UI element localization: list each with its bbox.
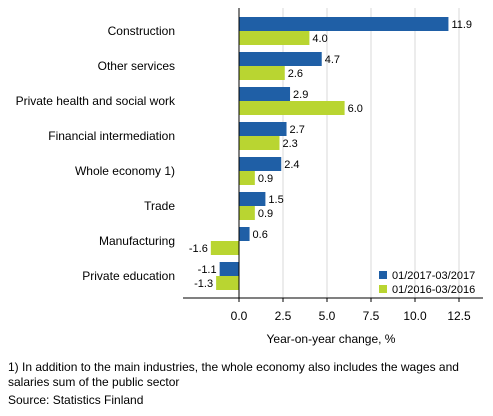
category-label: Trade xyxy=(144,199,175,213)
data-label: -1.1 xyxy=(198,264,217,276)
x-axis-title: Year-on-year change, % xyxy=(267,332,396,346)
legend: 01/2017-03/2017 01/2016-03/2016 xyxy=(379,270,475,296)
data-label: 0.9 xyxy=(258,173,273,185)
bar xyxy=(239,52,322,66)
bar xyxy=(239,157,282,171)
bars xyxy=(210,17,449,290)
data-label: 11.9 xyxy=(451,19,472,31)
bar xyxy=(239,31,310,45)
data-label: 0.9 xyxy=(258,208,273,220)
category-label: Private education xyxy=(82,269,175,283)
x-tick-label: 5.0 xyxy=(319,309,336,323)
value-labels: 11.9 4.0 4.7 2.6 2.9 6.0 2.7 2.3 2.4 0.9 1.5 0.9 0.6… xyxy=(189,19,472,290)
bar xyxy=(239,192,266,206)
bar xyxy=(239,206,255,220)
bar xyxy=(239,136,280,150)
category-labels: Construction Other services Private health… xyxy=(16,24,176,283)
bar xyxy=(210,241,239,255)
data-label: 2.3 xyxy=(282,138,297,150)
footnote: 1) In addition to the main industries, t… xyxy=(8,360,459,389)
bar xyxy=(239,17,449,31)
category-label: Manufacturing xyxy=(99,234,175,248)
category-label: Private health and social work xyxy=(16,94,176,108)
bar xyxy=(216,276,239,290)
source-note: Source: Statistics Finland xyxy=(8,393,144,407)
legend-label: 01/2017-03/2017 xyxy=(392,270,475,282)
data-label: 4.0 xyxy=(312,33,327,45)
data-label: -1.6 xyxy=(189,243,208,255)
bar xyxy=(239,101,345,115)
bar xyxy=(239,87,291,101)
axes: 0.0 2.5 5.0 7.5 10.0 12.5 Year-on-year change,… xyxy=(183,8,483,346)
data-label: 0.6 xyxy=(253,229,268,241)
legend-swatch xyxy=(379,285,387,293)
data-label: 6.0 xyxy=(348,103,363,115)
legend-swatch xyxy=(379,271,387,279)
bar xyxy=(219,262,239,276)
x-tick-label: 7.5 xyxy=(363,309,380,323)
legend-label: 01/2016-03/2016 xyxy=(392,284,475,296)
bar xyxy=(239,122,287,136)
category-label: Financial intermediation xyxy=(48,129,175,143)
bar xyxy=(239,66,285,80)
data-label: 1.5 xyxy=(268,194,283,206)
data-label: -1.3 xyxy=(194,278,213,290)
data-label: 2.4 xyxy=(284,159,299,171)
x-tick-label: 12.5 xyxy=(447,309,471,323)
data-label: 4.7 xyxy=(325,54,340,66)
x-tick-label: 0.0 xyxy=(231,309,248,323)
grid-lines xyxy=(282,8,460,298)
category-label: Whole economy 1) xyxy=(75,164,175,178)
category-label: Construction xyxy=(108,24,175,38)
bar xyxy=(239,171,255,185)
category-label: Other services xyxy=(98,59,175,73)
data-label: 2.7 xyxy=(290,124,305,136)
data-label: 2.9 xyxy=(293,89,308,101)
data-label: 2.6 xyxy=(288,68,303,80)
x-tick-label: 2.5 xyxy=(275,309,292,323)
bar xyxy=(239,227,250,241)
x-tick-label: 10.0 xyxy=(403,309,427,323)
